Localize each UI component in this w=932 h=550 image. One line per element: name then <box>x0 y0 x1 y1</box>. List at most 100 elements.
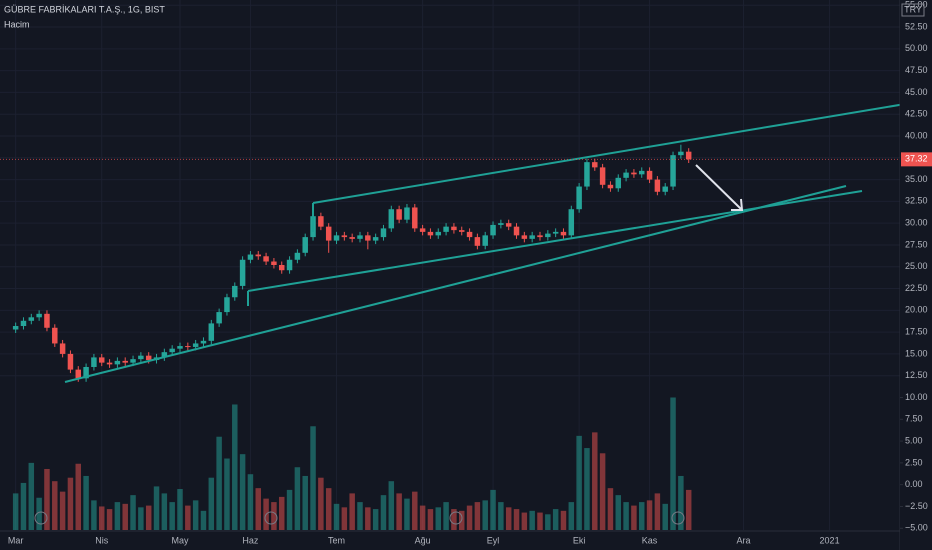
y-tick-label: 17.50 <box>905 326 928 336</box>
volume-bar <box>537 512 543 530</box>
volume-bar <box>91 500 97 530</box>
y2-tick-label: −5.00 <box>905 523 928 533</box>
volume-bar <box>99 506 105 530</box>
x-tick-label: Tem <box>328 535 345 545</box>
volume-bar <box>145 505 152 530</box>
volume-bar <box>427 509 434 530</box>
volume-bar <box>607 488 614 530</box>
volume-bar <box>349 493 355 530</box>
volume-bar <box>224 458 230 530</box>
volume-bar <box>138 507 144 530</box>
volume-bar <box>59 491 66 530</box>
volume-bar <box>419 505 426 530</box>
earnings-icon <box>264 511 278 525</box>
candle-body <box>169 348 175 353</box>
volume-bar <box>36 497 42 530</box>
candle-body <box>662 186 668 192</box>
volume-bar <box>44 468 50 530</box>
volume-bar <box>576 435 582 530</box>
volume-bar <box>255 488 261 530</box>
y-tick-label: 45.00 <box>905 87 928 97</box>
candle-body <box>466 231 473 238</box>
candle-body <box>239 259 246 286</box>
volume-bar <box>341 507 348 530</box>
candle-body <box>631 172 637 175</box>
candle-body <box>537 235 543 238</box>
candle-body <box>513 226 520 236</box>
candle-body <box>59 343 66 354</box>
volume-bar <box>106 509 113 530</box>
volume-bar <box>631 505 637 530</box>
y-tick-label: 35.00 <box>905 174 928 184</box>
volume-bar <box>114 502 121 530</box>
candle-body <box>419 228 426 232</box>
candle-body <box>318 216 324 227</box>
candle-body <box>279 265 285 271</box>
candle-body <box>232 285 238 298</box>
volume-bar <box>639 502 645 530</box>
candle-body <box>122 360 128 363</box>
volume-bar <box>333 503 340 530</box>
candle-body <box>459 230 465 232</box>
volume-bar <box>153 486 160 530</box>
candle-body <box>545 233 551 238</box>
indicator-label: Hacim <box>4 19 30 29</box>
candle-body <box>451 226 457 231</box>
volume-bar <box>498 502 504 530</box>
candle-body <box>130 359 136 363</box>
volume-bar <box>310 426 316 530</box>
volume-bar <box>654 493 661 530</box>
candle-body <box>185 346 191 348</box>
candle-body <box>404 207 410 220</box>
candle-body <box>12 326 19 330</box>
y-tick-label: 47.50 <box>905 65 928 75</box>
y-tick-label: 15.00 <box>905 348 928 358</box>
volume-bar <box>451 509 457 530</box>
last-price-box <box>901 152 932 167</box>
y2-tick-label: 2.50 <box>905 457 923 467</box>
volume-bar <box>599 453 606 530</box>
y-tick-label: 22.50 <box>905 283 928 293</box>
trend-line <box>64 185 847 383</box>
candle-body <box>36 313 42 318</box>
volume-bar <box>247 474 254 530</box>
candle-body <box>568 209 575 236</box>
candle-body <box>365 235 371 241</box>
y-tick-label: 27.50 <box>905 239 928 249</box>
candle-body <box>552 231 559 234</box>
candle-body <box>592 162 598 168</box>
volume-bar <box>505 507 512 530</box>
volume-bar <box>169 502 175 530</box>
x-tick-label: Mar <box>8 535 24 545</box>
candle-body <box>99 357 105 363</box>
earnings-icons <box>34 511 685 525</box>
volume-bar <box>302 475 308 530</box>
volume-bar <box>232 404 238 530</box>
volume-bar <box>490 489 496 530</box>
x-tick-label: Ara <box>736 535 750 545</box>
x-tick-label: Eyl <box>487 535 500 545</box>
candle-body <box>271 261 277 265</box>
candle-body <box>83 366 89 379</box>
candle-body <box>263 256 269 262</box>
volume-bar <box>521 512 528 530</box>
candle-body <box>482 235 488 246</box>
volume-bar <box>185 505 191 530</box>
candle-body <box>52 327 58 344</box>
candle-body <box>490 224 496 236</box>
candle-body <box>67 353 74 370</box>
volume-bar <box>365 507 371 530</box>
volume-bar <box>83 475 89 530</box>
candle-body <box>294 252 301 260</box>
candle-body <box>145 355 152 361</box>
volume-bar <box>12 493 19 530</box>
x-tick-label: Nis <box>95 535 108 545</box>
volume-bar <box>318 477 324 530</box>
candle-body <box>28 317 35 321</box>
candles <box>12 144 692 382</box>
candle-body <box>75 369 81 379</box>
earnings-icon <box>449 511 463 525</box>
candle-body <box>255 254 261 257</box>
